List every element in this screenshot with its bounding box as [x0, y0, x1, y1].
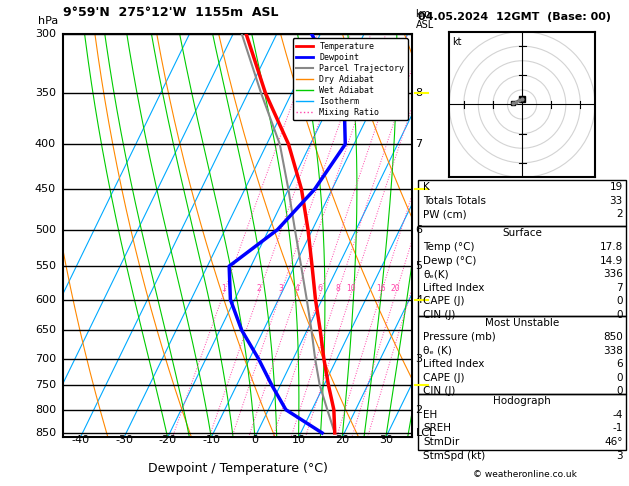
Text: 0: 0 [616, 373, 623, 383]
Text: hPa: hPa [38, 16, 58, 26]
Text: 450: 450 [35, 184, 56, 194]
Text: 5: 5 [416, 261, 423, 271]
Text: 33: 33 [610, 196, 623, 206]
Text: 7: 7 [416, 139, 423, 149]
Text: 17.8: 17.8 [599, 242, 623, 252]
Text: -20: -20 [159, 435, 177, 446]
Text: 500: 500 [35, 225, 56, 235]
Text: 600: 600 [35, 295, 56, 305]
Text: 336: 336 [603, 269, 623, 279]
Text: -40: -40 [71, 435, 89, 446]
Text: K: K [423, 182, 430, 192]
Text: θₑ (K): θₑ (K) [423, 346, 452, 356]
Text: CIN (J): CIN (J) [423, 386, 455, 397]
Text: Surface: Surface [502, 228, 542, 239]
Text: Lifted Index: Lifted Index [423, 359, 485, 369]
Text: 350: 350 [35, 88, 56, 98]
Text: 19: 19 [610, 182, 623, 192]
Text: Totals Totals: Totals Totals [423, 196, 486, 206]
Text: CIN (J): CIN (J) [423, 310, 455, 320]
Text: 6: 6 [416, 225, 423, 235]
Text: Hodograph: Hodograph [493, 396, 551, 406]
Text: km
ASL: km ASL [416, 9, 434, 30]
Text: 3: 3 [416, 353, 423, 364]
Text: Dewp (°C): Dewp (°C) [423, 256, 477, 266]
Text: 04.05.2024  12GMT  (Base: 00): 04.05.2024 12GMT (Base: 00) [418, 12, 611, 22]
Text: 2: 2 [416, 405, 423, 415]
Text: 20: 20 [335, 435, 349, 446]
Text: 30: 30 [379, 435, 393, 446]
Text: 4: 4 [416, 295, 423, 305]
Text: 0: 0 [616, 296, 623, 307]
Text: 1: 1 [221, 284, 226, 293]
Text: CAPE (J): CAPE (J) [423, 296, 465, 307]
Text: 800: 800 [35, 405, 56, 415]
Text: 10: 10 [291, 435, 306, 446]
Text: 7: 7 [616, 283, 623, 293]
Text: CAPE (J): CAPE (J) [423, 373, 465, 383]
Text: 650: 650 [35, 325, 56, 335]
Text: 400: 400 [35, 139, 56, 149]
Text: 16: 16 [376, 284, 386, 293]
Text: -4: -4 [613, 410, 623, 420]
Text: Pressure (mb): Pressure (mb) [423, 332, 496, 342]
Text: SREH: SREH [423, 423, 452, 434]
Text: © weatheronline.co.uk: © weatheronline.co.uk [473, 469, 577, 479]
Text: 0: 0 [616, 310, 623, 320]
Text: 700: 700 [35, 353, 56, 364]
Text: 20: 20 [391, 284, 401, 293]
Text: 6: 6 [318, 284, 323, 293]
Text: 550: 550 [35, 261, 56, 271]
Text: Dewpoint / Temperature (°C): Dewpoint / Temperature (°C) [148, 462, 327, 475]
Text: Lifted Index: Lifted Index [423, 283, 485, 293]
Text: 6: 6 [616, 359, 623, 369]
Text: StmSpd (kt): StmSpd (kt) [423, 451, 486, 461]
Text: θₑ(K): θₑ(K) [423, 269, 449, 279]
Text: 8: 8 [335, 284, 340, 293]
Text: 14.9: 14.9 [599, 256, 623, 266]
Text: 850: 850 [35, 428, 56, 438]
Text: -1: -1 [613, 423, 623, 434]
Text: 3: 3 [279, 284, 283, 293]
Text: 338: 338 [603, 346, 623, 356]
Text: 0: 0 [616, 386, 623, 397]
Text: kt: kt [452, 37, 462, 48]
Text: 2: 2 [616, 209, 623, 220]
Text: 750: 750 [35, 380, 56, 390]
Text: EH: EH [423, 410, 438, 420]
Text: -30: -30 [115, 435, 133, 446]
Text: 46°: 46° [604, 437, 623, 447]
Text: PW (cm): PW (cm) [423, 209, 467, 220]
Text: Temp (°C): Temp (°C) [423, 242, 475, 252]
Text: LCL: LCL [416, 428, 436, 438]
Text: 0: 0 [252, 435, 259, 446]
Text: 850: 850 [603, 332, 623, 342]
Text: -10: -10 [203, 435, 220, 446]
Text: 4: 4 [294, 284, 299, 293]
Text: StmDir: StmDir [423, 437, 460, 447]
Text: 3: 3 [616, 451, 623, 461]
Text: 2: 2 [257, 284, 262, 293]
Text: 9°59'N  275°12'W  1155m  ASL: 9°59'N 275°12'W 1155m ASL [63, 6, 279, 19]
Text: 8: 8 [416, 88, 423, 98]
Text: Most Unstable: Most Unstable [485, 318, 559, 329]
Legend: Temperature, Dewpoint, Parcel Trajectory, Dry Adiabat, Wet Adiabat, Isotherm, Mi: Temperature, Dewpoint, Parcel Trajectory… [293, 38, 408, 121]
Text: 10: 10 [347, 284, 356, 293]
Text: 300: 300 [35, 29, 56, 39]
